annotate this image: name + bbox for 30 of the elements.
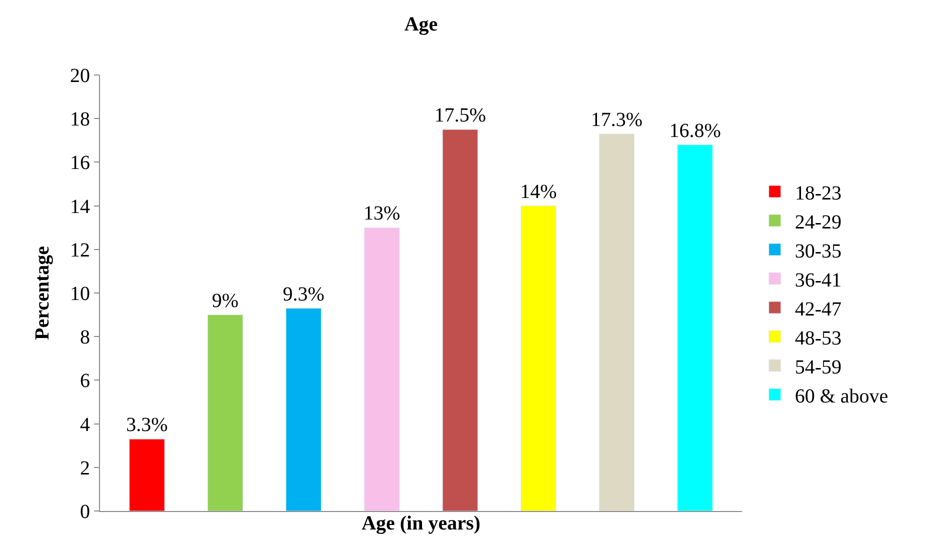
legend-label: 18-23	[794, 182, 842, 204]
y-tick-label: 16	[70, 152, 90, 174]
legend-label: 60 & above	[794, 385, 888, 408]
chart-title: Age	[404, 13, 438, 36]
data-label: 3.3%	[126, 414, 168, 436]
data-label: 14%	[520, 180, 557, 203]
x-axis-title: Age (in years)	[362, 512, 480, 534]
data-label: 9%	[212, 290, 239, 312]
y-axis-title: Percentage	[32, 246, 54, 340]
y-tick-label: 2	[80, 457, 90, 480]
y-tick-label: 18	[70, 108, 90, 131]
legend-label: 54-59	[794, 356, 842, 378]
y-tick-label: 12	[70, 239, 90, 262]
y-tick-label: 10	[70, 283, 90, 305]
data-label: 9.3%	[282, 283, 324, 306]
y-tick-label: 6	[80, 370, 90, 392]
data-label: 17.5%	[434, 104, 486, 126]
y-tick-label: 0	[80, 501, 90, 523]
legend-label: 30-35	[794, 240, 842, 262]
legend-label: 36-41	[794, 269, 842, 292]
y-tick-label: 8	[80, 326, 90, 349]
legend-label: 48-53	[794, 327, 842, 350]
data-label: 13%	[364, 202, 400, 225]
data-label: 16.8%	[669, 120, 721, 142]
y-tick-label: 4	[80, 414, 90, 436]
legend-label: 42-47	[794, 298, 842, 320]
y-tick-label: 20	[70, 65, 90, 87]
legend-label: 24-29	[794, 211, 842, 234]
y-tick-label: 14	[70, 196, 90, 218]
data-label: 17.3%	[590, 108, 643, 131]
